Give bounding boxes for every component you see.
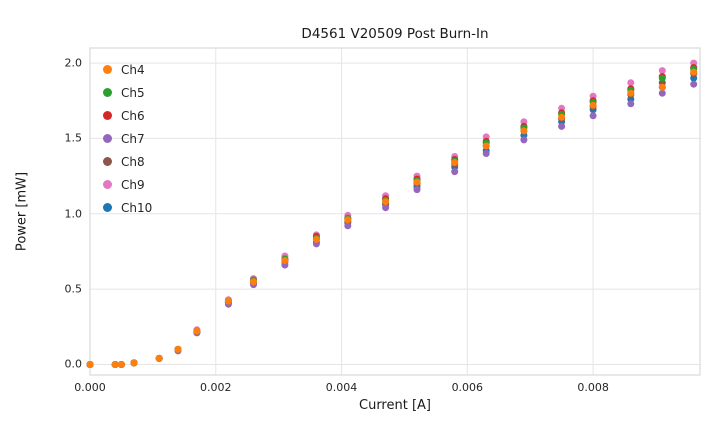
legend: Ch4 Ch5 Ch6 Ch7 Ch8 Ch9 Ch10 <box>103 58 152 219</box>
y-axis-label: Power [mW] <box>14 171 30 252</box>
legend-item-ch4: Ch4 <box>103 58 152 81</box>
legend-marker-ch8 <box>103 157 112 166</box>
legend-label-ch4: Ch4 <box>121 62 145 77</box>
legend-marker-ch9 <box>103 180 112 189</box>
legend-label-ch5: Ch5 <box>121 85 145 100</box>
legend-label-ch6: Ch6 <box>121 108 145 123</box>
x-tick-label: 0.000 <box>74 381 106 394</box>
y-tick-label: 0.5 <box>64 282 83 296</box>
x-tick-label: 0.004 <box>325 381 358 394</box>
legend-marker-ch10 <box>103 203 112 212</box>
legend-marker-ch4 <box>103 65 112 74</box>
y-tick-label: 0.0 <box>64 357 83 371</box>
legend-label-ch8: Ch8 <box>121 154 145 169</box>
legend-label-ch9: Ch9 <box>121 177 145 192</box>
y-tick-label: 1.0 <box>64 207 83 221</box>
y-tick-label: 1.5 <box>64 131 83 145</box>
series-ch4 <box>86 68 698 368</box>
legend-item-ch5: Ch5 <box>103 81 152 104</box>
x-tick-label: 0.006 <box>451 381 484 394</box>
chart-title: D4561 V20509 Post Burn-In <box>301 26 489 42</box>
legend-item-ch7: Ch7 <box>103 127 152 150</box>
x-tick-label: 0.002 <box>200 381 232 394</box>
scatter-points <box>86 59 698 368</box>
legend-item-ch9: Ch9 <box>103 173 152 196</box>
legend-label-ch10: Ch10 <box>121 200 153 215</box>
x-tick-label: 0.008 <box>577 381 609 394</box>
y-tick-label: 2.0 <box>64 56 83 70</box>
legend-label-ch7: Ch7 <box>121 131 145 146</box>
x-axis-label: Current [A] <box>359 398 431 413</box>
legend-item-ch8: Ch8 <box>103 150 152 173</box>
legend-item-ch6: Ch6 <box>103 104 152 127</box>
legend-marker-ch5 <box>103 88 112 97</box>
legend-marker-ch7 <box>103 134 112 143</box>
legend-marker-ch6 <box>103 111 112 120</box>
legend-item-ch10: Ch10 <box>103 196 152 219</box>
